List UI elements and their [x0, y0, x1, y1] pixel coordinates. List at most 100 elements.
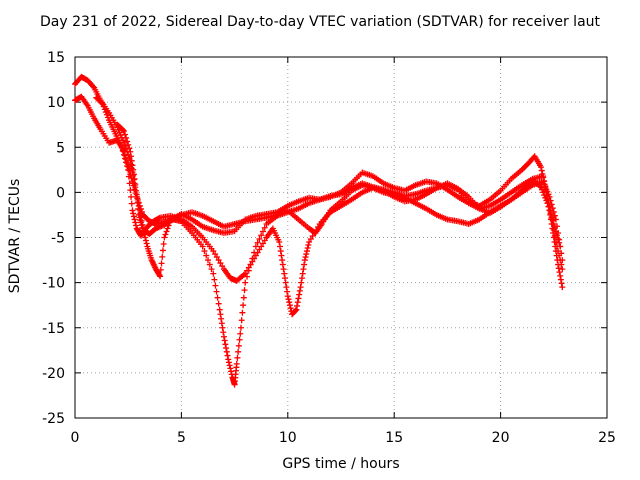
y-tick-label: 0 [56, 185, 65, 201]
data-point [213, 254, 220, 261]
y-tick-label: 5 [56, 140, 65, 156]
data-point [227, 365, 234, 372]
data-point [251, 255, 258, 262]
data-point [130, 210, 137, 217]
data-point [210, 248, 217, 255]
data-point [128, 157, 135, 164]
data-point [278, 252, 285, 259]
data-point [279, 257, 286, 264]
data-point [276, 239, 283, 246]
data-point [303, 251, 310, 258]
data-point [203, 252, 210, 259]
data-point [205, 257, 211, 264]
data-point [135, 205, 142, 212]
data-point [558, 261, 565, 268]
data-point [119, 148, 126, 155]
data-point [245, 264, 252, 271]
x-tick-label: 15 [385, 430, 403, 446]
data-point [219, 263, 226, 270]
data-point [547, 210, 554, 217]
y-tick-label: -10 [42, 276, 65, 292]
data-point [254, 239, 261, 246]
data-point [284, 293, 291, 300]
series-trace-4 [114, 121, 566, 264]
grid [75, 57, 607, 418]
data-point [101, 106, 108, 113]
data-point [295, 295, 302, 302]
data-point [223, 345, 230, 352]
data-point [129, 162, 136, 169]
data-point [128, 193, 135, 200]
data-point [201, 248, 208, 255]
data-point [224, 352, 231, 359]
data-point [208, 266, 215, 273]
data-point [130, 213, 137, 220]
y-tick-label: -15 [42, 321, 65, 337]
data-point [300, 266, 307, 273]
data-point [284, 288, 291, 295]
data-point [235, 342, 242, 349]
data-point [99, 100, 106, 107]
data-point [215, 257, 222, 264]
data-point [156, 272, 163, 279]
data-point [163, 228, 170, 235]
data-point [555, 248, 562, 255]
data-point [540, 173, 547, 180]
data-point [545, 203, 552, 210]
tick-labels: 0 5 10 15 20 25 15 10 5 0 -5 -10 -15 -20 -25 [42, 50, 616, 446]
data-point [559, 266, 566, 273]
data-point [126, 167, 133, 174]
data-point [252, 252, 259, 259]
data-point [296, 291, 303, 298]
data-point [294, 302, 301, 309]
data-point [559, 257, 566, 264]
y-tick-label: 15 [47, 50, 65, 66]
data-point [123, 159, 130, 166]
data-point [558, 250, 565, 257]
data-point [217, 260, 224, 267]
data-point [133, 193, 140, 200]
data-point [557, 243, 564, 250]
data-point [225, 356, 232, 363]
data-point [256, 236, 263, 243]
data-point [218, 320, 225, 327]
data-point [120, 128, 127, 135]
data-point [125, 173, 132, 180]
data-series [72, 73, 566, 388]
data-point [259, 240, 266, 247]
data-point [128, 153, 135, 160]
data-point [131, 216, 138, 223]
data-point [239, 309, 246, 316]
data-point [297, 284, 304, 291]
data-point [221, 337, 228, 344]
data-point [279, 261, 286, 268]
data-point [294, 299, 301, 306]
data-point [292, 307, 299, 314]
data-point [303, 248, 310, 255]
data-point [131, 175, 138, 182]
data-point [123, 134, 130, 141]
data-point [277, 248, 284, 255]
y-axis-label: SDTVAR / TECUs [7, 178, 23, 294]
data-point [100, 103, 107, 110]
data-point [126, 180, 133, 187]
data-point [304, 245, 311, 252]
data-point [261, 237, 268, 244]
y-tick-label: -20 [42, 366, 65, 382]
x-tick-label: 25 [598, 430, 616, 446]
data-point [285, 296, 292, 303]
data-point [125, 141, 132, 148]
data-point [276, 243, 283, 250]
data-point [218, 315, 225, 322]
data-point [538, 164, 545, 171]
data-point [157, 266, 164, 273]
data-point [549, 217, 556, 224]
data-point [206, 261, 213, 268]
data-point [142, 234, 149, 241]
data-point [130, 171, 137, 178]
data-point [212, 282, 219, 289]
data-point [261, 224, 268, 231]
data-point [120, 151, 127, 158]
data-point [158, 260, 165, 267]
data-point [222, 341, 229, 348]
